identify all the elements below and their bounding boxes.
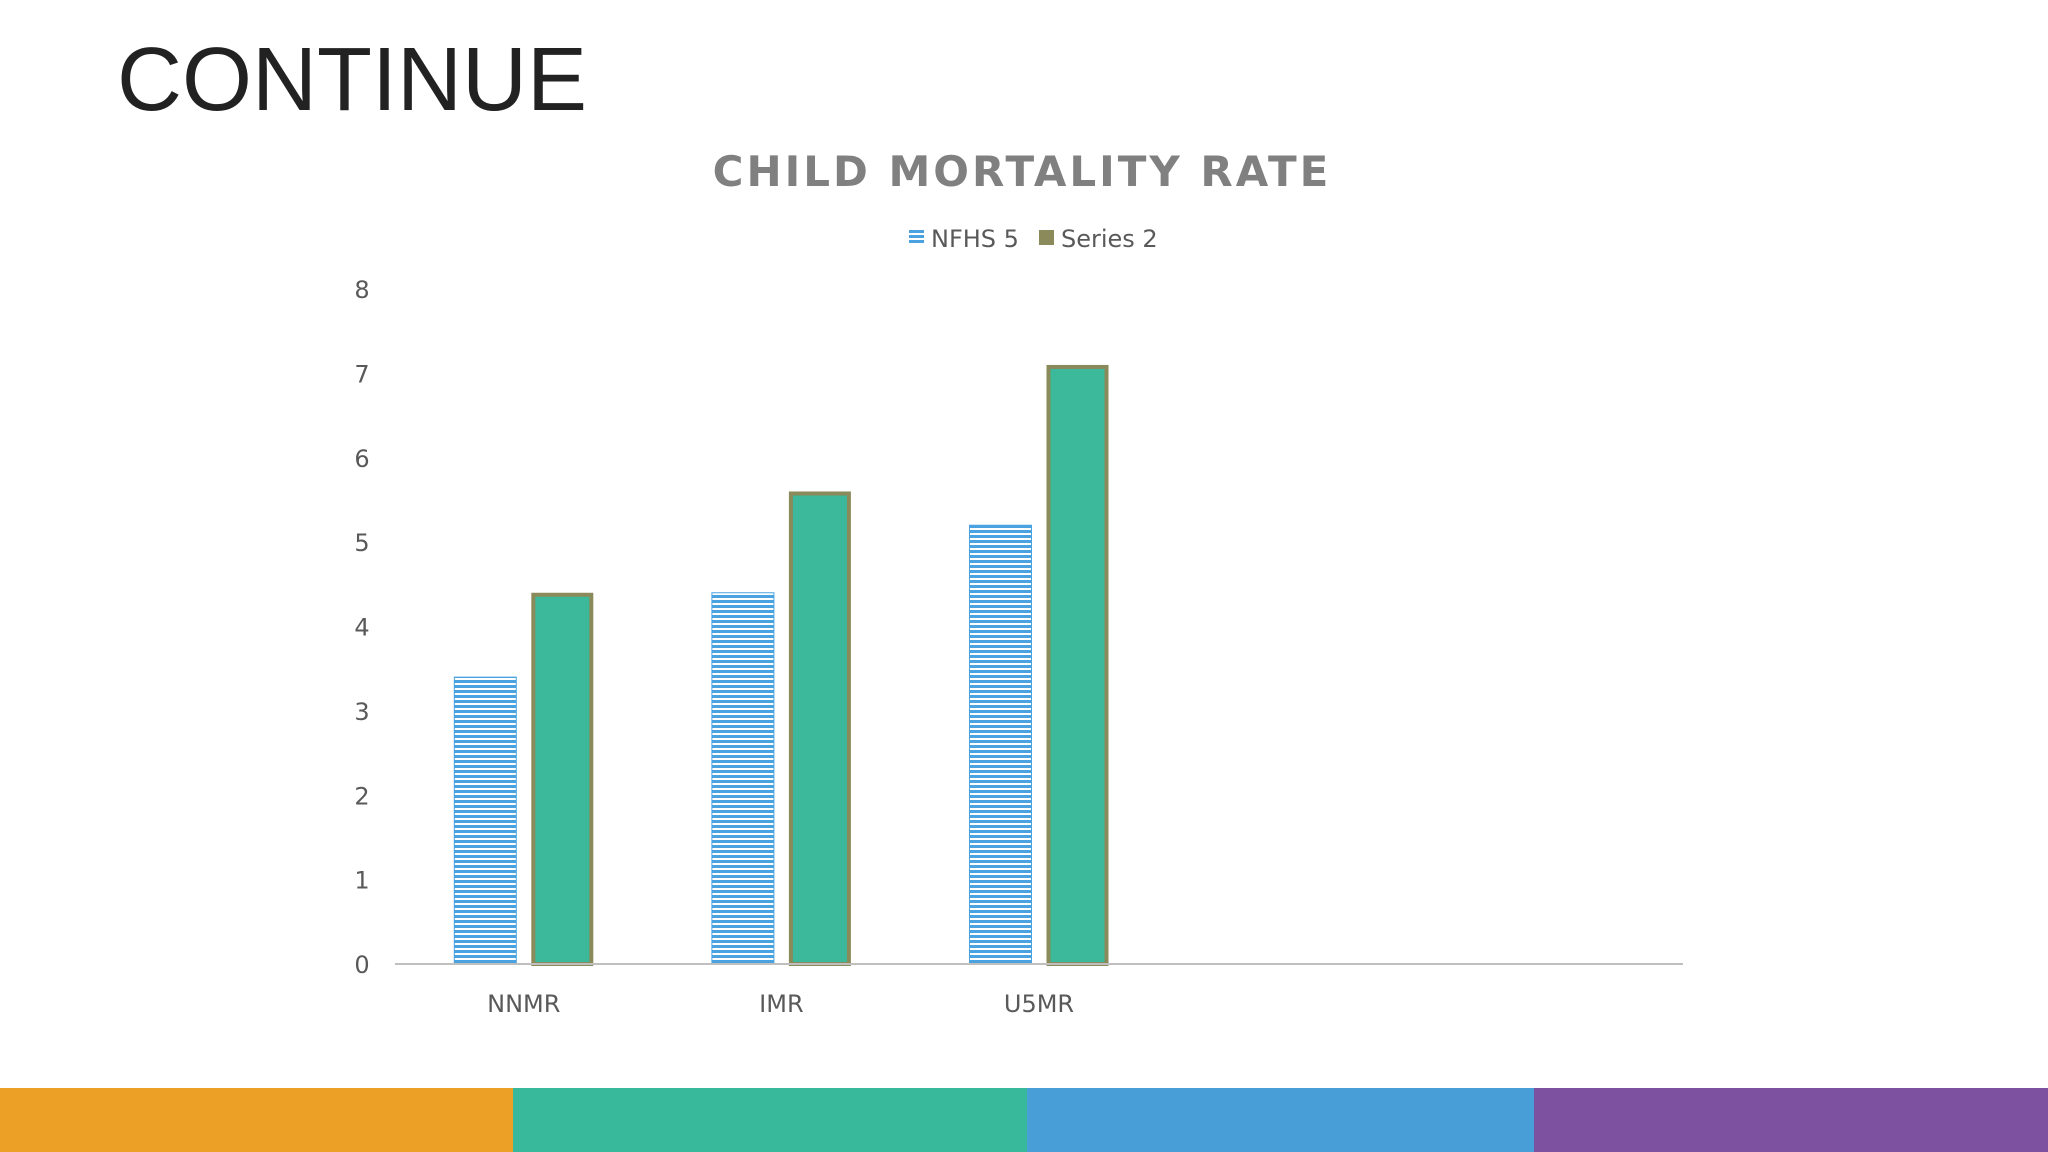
bar-series2-u5mr: [1046, 364, 1109, 966]
x-tick-label: IMR: [759, 990, 803, 1018]
legend-swatch-nfhs5: [909, 230, 924, 245]
bar-nfhs5-nnmr: [453, 676, 517, 965]
x-tick-label: NNMR: [487, 990, 560, 1018]
y-tick-label: 6: [354, 445, 369, 473]
bars-group: [453, 364, 1109, 966]
legend-label: NFHS 5: [931, 225, 1019, 253]
y-tick-label: 3: [354, 698, 369, 726]
footer-color-segment: [0, 1088, 513, 1152]
y-tick-label: 1: [354, 867, 369, 895]
y-tick-label: 0: [354, 951, 369, 979]
legend-label: Series 2: [1061, 225, 1158, 253]
bar-series2-imr: [788, 491, 851, 966]
legend-swatch-series2: [1039, 230, 1054, 245]
y-tick-label: 5: [354, 529, 369, 557]
y-tick-label: 4: [354, 614, 369, 642]
bar-nfhs5-u5mr: [969, 524, 1032, 965]
footer-color-segment: [1027, 1088, 1534, 1152]
bar-chart: CHILD MORTALITY RATE NFHS 5 Series 2 0 1 2 3…: [354, 147, 1683, 1018]
footer-color-segment: [1534, 1088, 2048, 1152]
y-tick-label: 2: [354, 782, 369, 810]
y-axis: 0 1 2 3 4 5 6 7 8: [354, 276, 369, 979]
x-tick-label: U5MR: [1004, 990, 1074, 1018]
bar-series2-nnmr: [531, 592, 594, 966]
y-tick-label: 8: [354, 276, 369, 304]
footer-color-segment: [513, 1088, 1027, 1152]
y-tick-label: 7: [354, 360, 369, 388]
bar-nfhs5-imr: [711, 592, 775, 965]
footer-color-bar: [0, 1088, 2048, 1152]
x-axis: NNMR IMR U5MR: [487, 990, 1074, 1018]
slide-title: CONTINUE: [117, 30, 587, 130]
chart-legend: NFHS 5 Series 2: [909, 225, 1158, 253]
chart-title: CHILD MORTALITY RATE: [713, 147, 1332, 196]
